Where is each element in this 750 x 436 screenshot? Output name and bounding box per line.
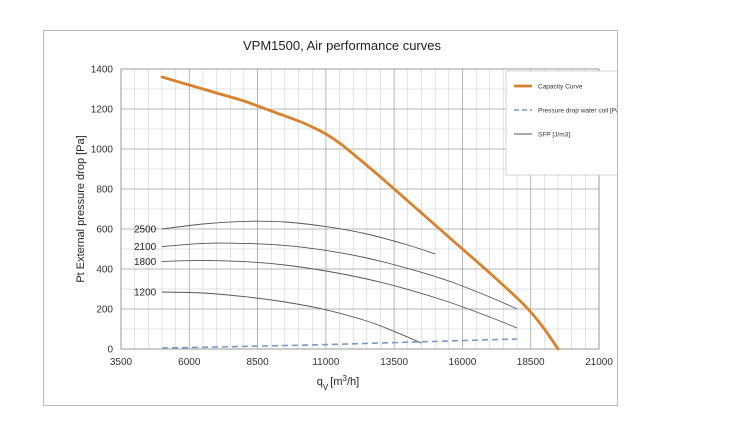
x-tick-label: 21000 (585, 357, 613, 368)
sfp-curve-1200 (161, 291, 422, 344)
sfp-label-1200: 1200 (134, 288, 157, 299)
chart-title: VPM1500, Air performance curves (243, 38, 441, 53)
legend-label-sfp: SFP [J/m3] (538, 132, 570, 139)
sfp-curve-2500 (161, 220, 436, 255)
x-tick-label: 8500 (246, 357, 269, 368)
sfp-curves: 2500 2100 1800 1200 (134, 220, 518, 344)
water-coil-pressure-line (161, 338, 518, 349)
x-tick-label: 11000 (312, 357, 340, 368)
x-axis-label-subscript: V (323, 383, 329, 392)
sfp-label-1800: 1800 (134, 257, 157, 268)
x-axis-ticks: 3500 6000 8500 11000 13500 16000 18500 21000 (110, 357, 613, 368)
plot-area (120, 68, 600, 350)
x-axis-label: qV [m3/h] (317, 374, 359, 392)
y-axis-ticks: 0 200 400 600 800 1000 1200 1400 (91, 65, 114, 356)
y-tick-label: 600 (96, 225, 113, 236)
x-tick-label: 18500 (517, 357, 545, 368)
series-lines (160, 75, 560, 351)
x-axis-label-main: q (317, 376, 323, 388)
performance-chart: VPM1500, Air performance curves 3500 6000… (75, 38, 617, 392)
y-tick-label: 1200 (91, 105, 114, 116)
x-axis-label-superscript: 3 (343, 374, 348, 383)
legend-label-water-coil: Pressure drop water coil [Pa] (538, 108, 617, 115)
x-axis-label-unit: [m (330, 376, 342, 388)
x-tick-label: 3500 (110, 357, 133, 368)
sfp-label-2500: 2500 (134, 225, 157, 236)
chart-frame: VPM1500, Air performance curves 3500 6000… (43, 30, 618, 406)
x-tick-label: 6000 (178, 357, 201, 368)
sfp-label-2100: 2100 (134, 242, 157, 253)
y-tick-label: 800 (96, 185, 113, 196)
x-tick-label: 13500 (380, 357, 408, 368)
legend (505, 70, 617, 176)
sfp-curve-2100 (161, 242, 518, 310)
legend-items: Capacity Curve Pressure drop water coil [… (514, 84, 617, 139)
y-tick-label: 1000 (91, 145, 114, 156)
capacity-curve-line (160, 75, 560, 351)
y-tick-label: 400 (96, 265, 113, 276)
y-tick-label: 200 (96, 305, 113, 316)
y-tick-label: 1400 (91, 65, 114, 76)
legend-label-capacity: Capacity Curve (538, 84, 583, 91)
x-axis-label-unit-end: /h] (347, 376, 359, 388)
y-axis-label: Pt External pressure drop [Pa] (75, 135, 87, 282)
x-tick-label: 16000 (449, 357, 477, 368)
sfp-curve-1800 (161, 259, 518, 329)
y-tick-label: 0 (107, 345, 113, 356)
